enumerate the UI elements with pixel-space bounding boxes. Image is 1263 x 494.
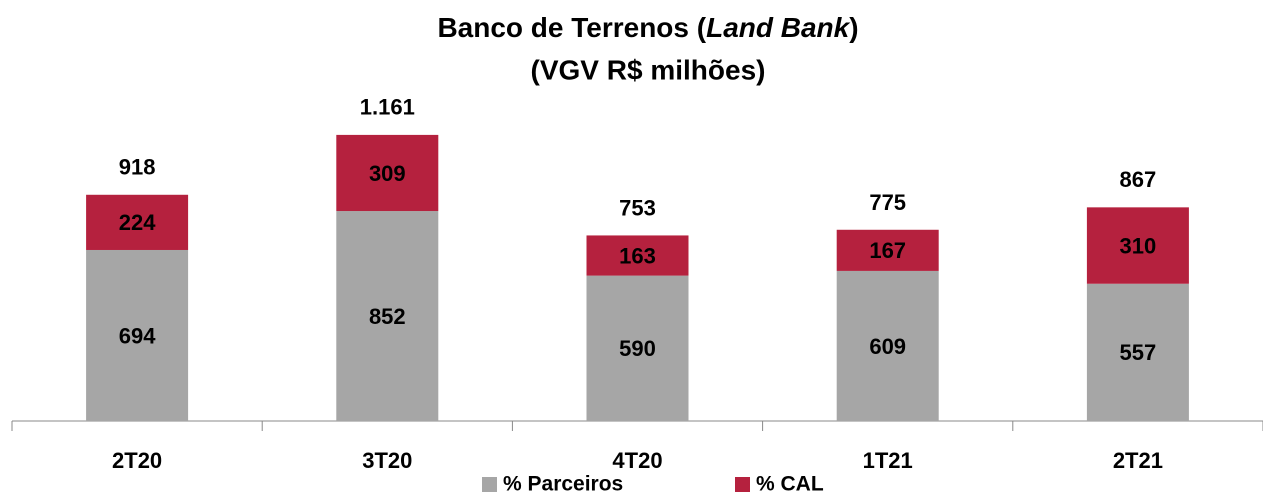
title-run: Land Bank: [706, 12, 851, 43]
segment-label: 224: [119, 210, 156, 235]
x-tick-label: 3T20: [362, 448, 412, 473]
bar-segment: [586, 235, 689, 276]
total-label: 867: [1120, 167, 1157, 192]
bar-segment: [836, 229, 939, 271]
bar-segment: [86, 194, 189, 250]
legend-label: % Parceiros: [503, 473, 623, 494]
total-label: 918: [119, 155, 156, 180]
bar-segment: [86, 249, 189, 421]
chart-subtitle: (VGV R$ milhões): [531, 54, 766, 85]
bar-segment: [1086, 283, 1189, 421]
bar-segment: [1086, 207, 1189, 284]
total-label: 753: [619, 195, 656, 220]
total-label: 1.161: [360, 95, 415, 120]
chart-title: Banco de Terrenos (Land Bank): [437, 12, 858, 43]
total-label: 775: [869, 190, 906, 215]
segment-label: 310: [1120, 233, 1157, 258]
legend-swatch: [482, 477, 497, 492]
x-tick-label: 2T20: [112, 448, 162, 473]
segment-label: 167: [869, 238, 906, 263]
legend-swatch: [735, 477, 750, 492]
bar-segment: [336, 211, 439, 421]
segment-label: 309: [369, 161, 406, 186]
bar-segment: [836, 270, 939, 421]
segment-label: 609: [869, 334, 906, 359]
segment-label: 163: [619, 243, 656, 268]
segment-label: 590: [619, 336, 656, 361]
bar-segment: [586, 275, 689, 421]
bar-segment: [336, 134, 439, 212]
x-tick-label: 2T21: [1113, 448, 1163, 473]
title-run: Banco de Terrenos (: [437, 12, 706, 43]
segment-label: 694: [119, 323, 156, 348]
title-run: ): [849, 12, 858, 43]
x-tick-label: 1T21: [863, 448, 913, 473]
x-tick-label: 4T20: [612, 448, 662, 473]
legend-label: % CAL: [756, 473, 824, 494]
segment-label: 852: [369, 304, 406, 329]
segment-label: 557: [1120, 340, 1157, 365]
